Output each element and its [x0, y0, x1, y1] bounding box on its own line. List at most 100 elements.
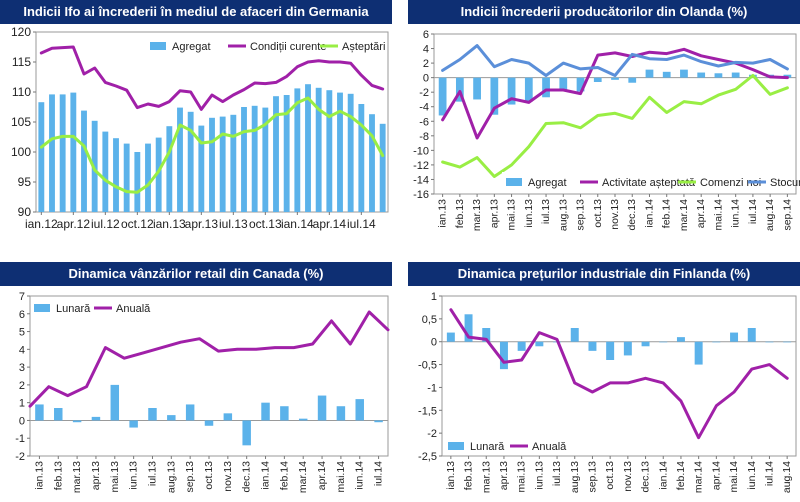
bar — [731, 72, 740, 78]
y-tick-label: 2 — [19, 380, 25, 392]
bar — [54, 408, 63, 421]
x-tick-label: iul.13 — [146, 461, 158, 486]
bar — [294, 88, 301, 212]
bar — [576, 77, 585, 92]
y-tick-label: 2 — [423, 58, 429, 70]
bar — [570, 328, 579, 342]
legend-label: Stocuri — [770, 177, 800, 189]
x-tick-label: nov.13 — [609, 199, 621, 230]
x-tick-label: iul.12 — [91, 217, 120, 231]
bar — [593, 77, 602, 82]
bar — [747, 328, 756, 342]
bar — [490, 77, 499, 115]
y-tick-label: 6 — [423, 29, 429, 41]
x-tick-label: nov.13 — [222, 461, 234, 492]
x-tick-label: ian.13 — [445, 461, 457, 490]
y-tick-label: -2 — [427, 428, 437, 440]
plot-area — [29, 295, 389, 457]
legend-label: Agregat — [528, 177, 567, 189]
bar — [559, 77, 568, 90]
bar — [606, 341, 615, 360]
series-line — [28, 310, 390, 408]
bar — [129, 420, 138, 428]
y-tick-label: -16 — [413, 189, 429, 201]
x-tick-label: feb.14 — [661, 199, 673, 228]
series-line — [39, 96, 385, 194]
bar — [134, 152, 141, 212]
bar — [242, 420, 251, 446]
y-tick-label: 3 — [19, 362, 25, 374]
x-tick-label: apr.14 — [316, 461, 328, 490]
y-tick-label: 105 — [11, 115, 31, 129]
x-tick-label: mai.13 — [516, 461, 528, 493]
bar — [455, 77, 464, 102]
bar — [177, 107, 183, 212]
x-tick-label: oct.13 — [604, 461, 616, 490]
x-tick-label: apr.13 — [498, 461, 510, 490]
bar — [273, 96, 279, 212]
y-tick-label: 5 — [19, 327, 25, 339]
legend-swatch — [448, 442, 464, 450]
x-tick-label: mar.13 — [71, 461, 83, 493]
x-tick-label: oct.13 — [203, 461, 215, 490]
x-tick-label: apr.13 — [90, 461, 102, 490]
bar — [524, 77, 533, 102]
bar — [110, 384, 120, 421]
legend-swatch — [34, 304, 50, 312]
x-tick-label: mar.14 — [693, 461, 705, 493]
y-tick-label: 0 — [423, 73, 429, 85]
bar — [204, 420, 214, 426]
bar — [317, 395, 327, 421]
bar — [336, 406, 346, 421]
x-tick-label: dec.13 — [241, 461, 253, 493]
bar — [49, 94, 55, 212]
y-tick-label: -4 — [419, 102, 429, 114]
bar — [38, 102, 45, 212]
y-tick-label: -2 — [419, 87, 429, 99]
chart-plot-canada: -2 -1 0 1 2 3 4 5 6 7 ian.13 feb.13 mar.13 apr.13 mai.… — [15, 291, 390, 493]
bar — [482, 328, 491, 342]
bar — [358, 104, 365, 212]
y-tick-label: -0,5 — [418, 360, 437, 372]
bar — [102, 131, 109, 212]
bar — [623, 341, 632, 356]
x-tick-label: mai.14 — [728, 461, 740, 493]
x-tick-label: iun.14 — [730, 199, 742, 228]
x-tick-label: aug.13 — [569, 461, 581, 493]
bar — [167, 415, 176, 421]
bar — [517, 341, 526, 351]
bar — [379, 123, 386, 212]
series-line — [449, 308, 789, 440]
legend-label: Comenzi noi — [700, 177, 761, 189]
bar — [298, 418, 308, 421]
x-tick-label: feb.14 — [278, 461, 290, 490]
y-tick-label: -14 — [413, 174, 429, 186]
chart-title: Dinamica prețurilor industriale din Finl… — [408, 262, 800, 286]
y-tick-label: -1,5 — [418, 405, 437, 417]
bar — [611, 77, 619, 80]
x-tick-label: oct.12 — [121, 217, 154, 231]
x-tick-label: mar.14 — [297, 461, 309, 493]
bar — [499, 341, 508, 370]
y-tick-label: 1 — [19, 398, 25, 410]
bar — [209, 117, 215, 212]
x-tick-label: ian.14 — [281, 217, 314, 231]
series-line — [39, 45, 385, 111]
x-tick-label: iul.14 — [763, 461, 775, 486]
x-tick-label: iul.13 — [540, 199, 552, 224]
x-tick-label: sep.13 — [184, 461, 196, 493]
bar — [262, 107, 269, 212]
bar — [113, 138, 119, 212]
bar — [694, 341, 703, 365]
x-tick-label: iul.14 — [747, 199, 759, 224]
x-tick-label: iun.13 — [128, 461, 140, 490]
bar — [223, 413, 233, 421]
legend-label: Anuală — [532, 441, 567, 453]
bar — [148, 408, 157, 421]
x-tick-label: nov.13 — [622, 461, 634, 492]
legend-label: Lunară — [56, 303, 91, 315]
y-tick-label: 7 — [19, 291, 25, 303]
bar — [374, 420, 383, 423]
y-tick-label: 100 — [11, 145, 31, 159]
